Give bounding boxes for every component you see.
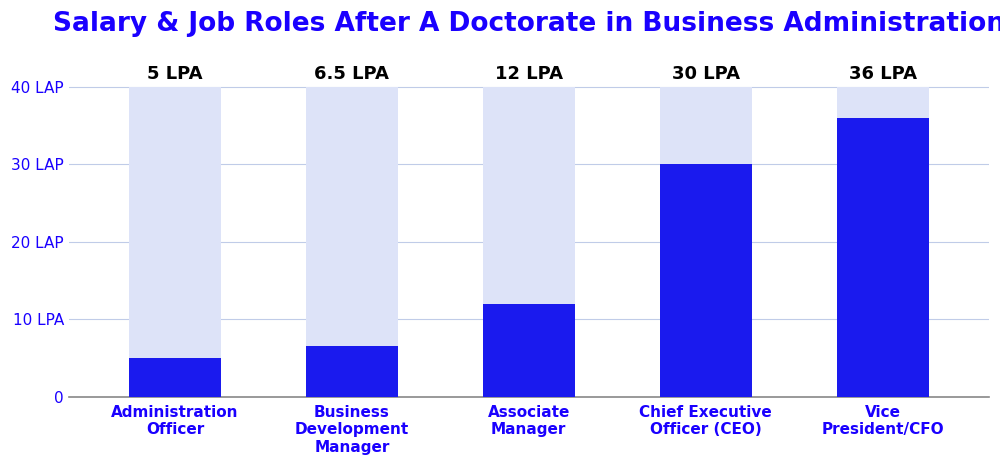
- Bar: [837, 117, 929, 397]
- Bar: [660, 87, 752, 397]
- Text: 6.5 LPA: 6.5 LPA: [314, 65, 389, 82]
- Text: 30 LPA: 30 LPA: [672, 65, 740, 82]
- Text: 12 LPA: 12 LPA: [495, 65, 563, 82]
- Bar: [129, 358, 221, 397]
- Bar: [129, 87, 221, 397]
- Bar: [483, 304, 575, 397]
- Bar: [660, 164, 752, 397]
- Bar: [306, 346, 398, 397]
- Bar: [837, 87, 929, 397]
- Text: 5 LPA: 5 LPA: [147, 65, 203, 82]
- Bar: [483, 87, 575, 397]
- Text: 36 LPA: 36 LPA: [849, 65, 917, 82]
- Title: Salary & Job Roles After A Doctorate in Business Administration: Salary & Job Roles After A Doctorate in …: [53, 11, 1000, 37]
- Bar: [306, 87, 398, 397]
